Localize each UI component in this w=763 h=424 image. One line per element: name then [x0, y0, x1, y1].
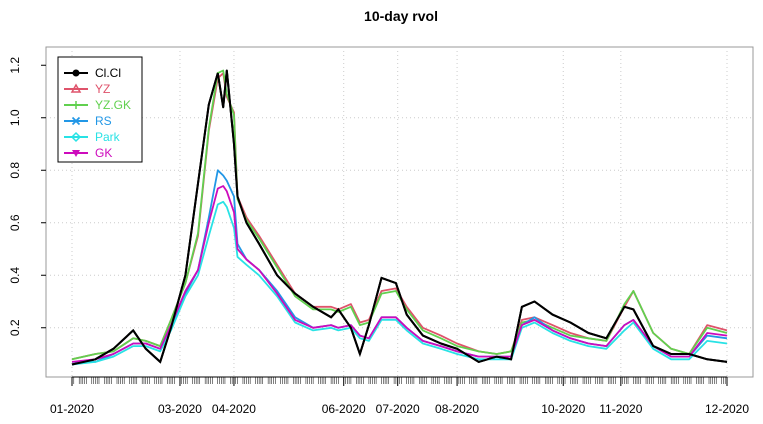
legend: Cl.Cl YZ YZ.GK RS Park GK	[57, 56, 143, 163]
x-tick-label: 06-2020	[322, 402, 366, 416]
y-axis: 0.2 0.4 0.6 0.8 1.0 1.2	[8, 57, 46, 336]
x-tick-label: 01-2020	[50, 402, 94, 416]
y-tick-label: 0.8	[8, 162, 22, 179]
x-tick-label: 08-2020	[435, 402, 479, 416]
legend-label: Park	[95, 130, 121, 144]
series-line-cl-cl-overlay	[71, 70, 728, 366]
series-line-yz-gk	[71, 69, 728, 361]
x-tick-label: 12-2020	[705, 402, 749, 416]
y-tick-label: 1.2	[8, 57, 22, 74]
series-line-yz	[71, 72, 728, 361]
legend-marker-filled-circle	[72, 69, 80, 77]
x-tick-label: 04-2020	[212, 402, 256, 416]
y-tick-label: 0.2	[8, 319, 22, 336]
y-tick-label: 0.4	[8, 267, 22, 284]
x-axis: 01-2020 03-2020 04-2020 06-2020 07-2020 08-20…	[50, 376, 749, 416]
grid-lines	[46, 47, 753, 377]
legend-marker-filled-triangle-down	[72, 150, 80, 157]
legend-label: YZ	[95, 82, 110, 96]
x-tick-label: 10-2020	[541, 402, 585, 416]
series-line-gk	[71, 185, 728, 363]
legend-label: RS	[95, 114, 112, 128]
chart-title: 10-day rvol	[364, 8, 438, 24]
y-tick-label: 1.0	[8, 109, 22, 126]
series-line-park	[71, 200, 728, 366]
y-tick-label: 0.6	[8, 214, 22, 231]
legend-marker-diamond	[70, 131, 82, 143]
series-layer	[71, 69, 728, 366]
legend-label: GK	[95, 146, 112, 160]
legend-label: YZ.GK	[95, 98, 131, 112]
x-tick-label: 07-2020	[376, 402, 420, 416]
legend-box	[57, 56, 143, 163]
legend-label: Cl.Cl	[95, 66, 121, 80]
legend-marker-triangle	[70, 83, 82, 93]
legend-marker-cross	[71, 116, 81, 126]
x-tick-label: 11-2020	[599, 402, 642, 416]
x-tick-label: 03-2020	[158, 402, 202, 416]
